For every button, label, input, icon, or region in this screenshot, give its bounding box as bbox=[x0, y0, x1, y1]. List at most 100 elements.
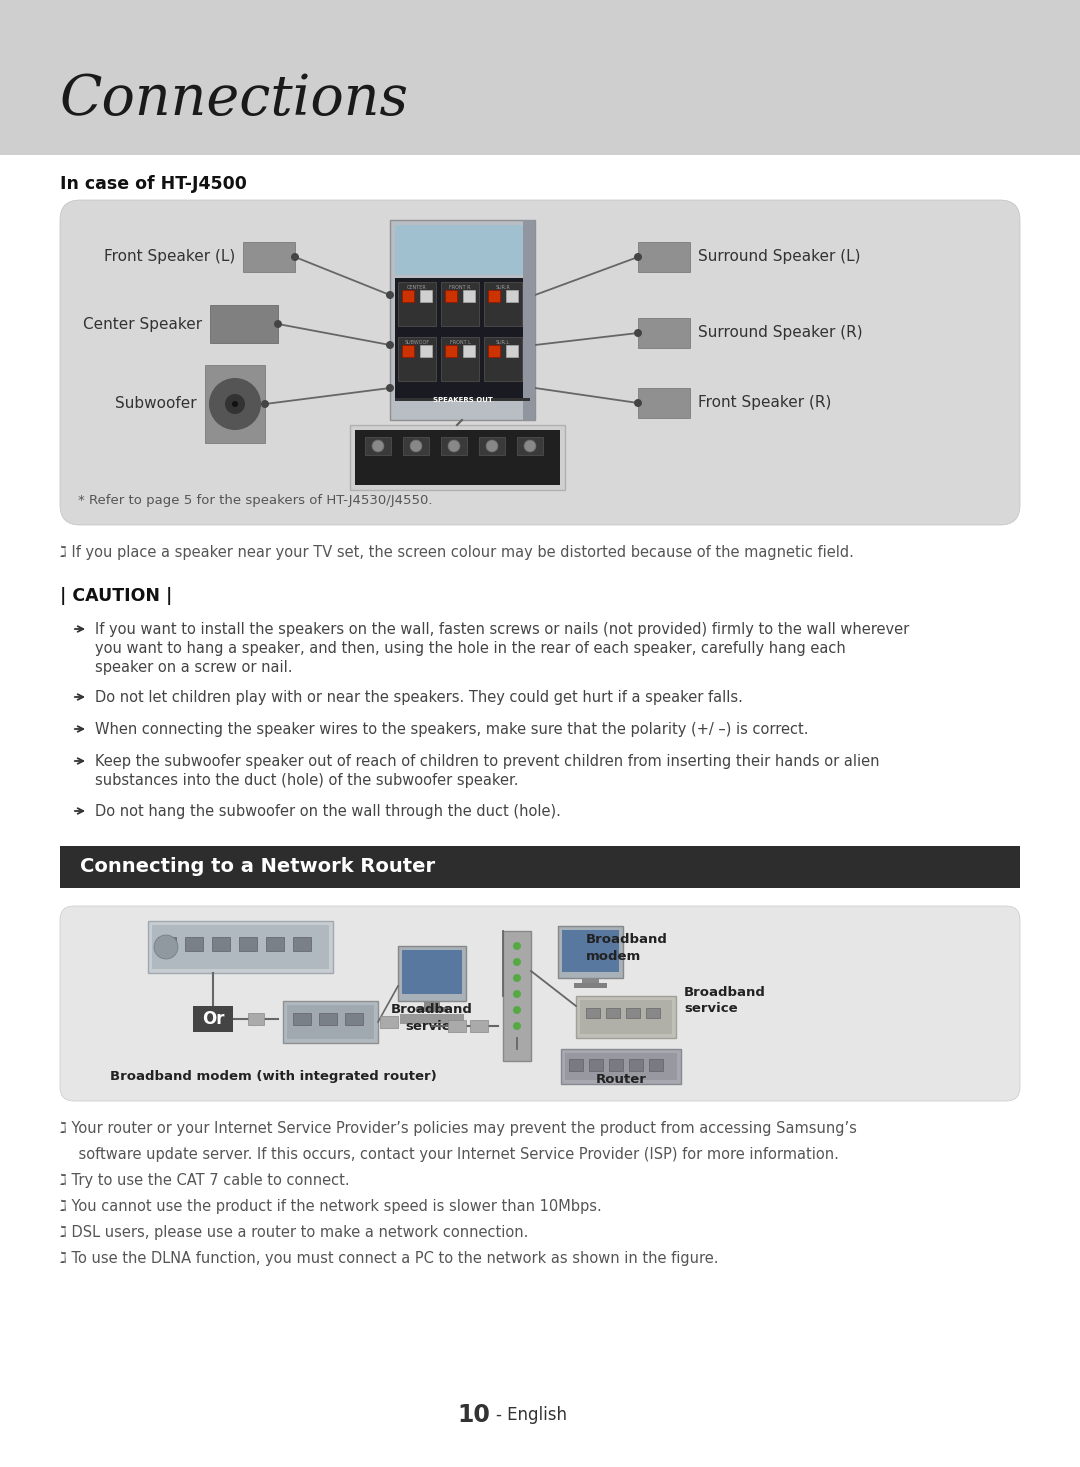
Bar bbox=[569, 1059, 583, 1071]
Bar bbox=[212, 937, 230, 951]
Bar bbox=[463, 345, 475, 356]
Bar bbox=[561, 1049, 681, 1084]
Bar bbox=[649, 1059, 663, 1071]
Circle shape bbox=[634, 399, 642, 406]
Bar bbox=[558, 926, 623, 978]
Text: SPEAKERS OUT: SPEAKERS OUT bbox=[433, 398, 492, 403]
Circle shape bbox=[154, 934, 178, 959]
Text: Broadband modem (with integrated router): Broadband modem (with integrated router) bbox=[110, 1069, 436, 1083]
Bar bbox=[350, 425, 565, 490]
Bar bbox=[380, 1017, 399, 1028]
Text: If you want to install the speakers on the wall, fasten screws or nails (not pro: If you want to install the speakers on t… bbox=[95, 622, 909, 675]
Bar bbox=[248, 1014, 264, 1025]
Bar bbox=[420, 345, 432, 356]
Circle shape bbox=[232, 400, 238, 406]
Bar bbox=[470, 1020, 488, 1031]
Bar bbox=[480, 437, 505, 455]
Text: Do not hang the subwoofer on the wall through the duct (hole).: Do not hang the subwoofer on the wall th… bbox=[95, 804, 561, 819]
Text: Router: Router bbox=[595, 1072, 647, 1086]
Circle shape bbox=[225, 395, 245, 414]
Bar bbox=[507, 345, 518, 356]
Text: FRONT R: FRONT R bbox=[449, 285, 471, 290]
Bar bbox=[400, 1014, 464, 1024]
Circle shape bbox=[524, 440, 536, 452]
Bar bbox=[185, 937, 203, 951]
Bar bbox=[488, 345, 500, 356]
Text: Keep the subwoofer speaker out of reach of children to prevent children from ins: Keep the subwoofer speaker out of reach … bbox=[95, 754, 879, 788]
Text: Broadband
service: Broadband service bbox=[684, 986, 766, 1015]
Bar bbox=[445, 345, 457, 356]
Text: 10: 10 bbox=[457, 1402, 490, 1427]
Bar bbox=[355, 430, 561, 486]
Text: Center Speaker: Center Speaker bbox=[83, 317, 202, 332]
Circle shape bbox=[386, 290, 394, 299]
Bar bbox=[390, 220, 535, 420]
Bar bbox=[293, 937, 311, 951]
FancyBboxPatch shape bbox=[60, 200, 1020, 525]
Circle shape bbox=[274, 320, 282, 329]
Bar bbox=[445, 290, 457, 302]
Bar bbox=[424, 1000, 440, 1006]
Text: CENTER: CENTER bbox=[407, 285, 427, 290]
Bar bbox=[395, 279, 530, 398]
Bar bbox=[148, 921, 333, 973]
Bar bbox=[463, 290, 475, 302]
Bar bbox=[345, 1014, 363, 1025]
Bar bbox=[399, 946, 465, 1000]
Bar bbox=[399, 282, 436, 326]
Circle shape bbox=[634, 252, 642, 261]
Bar bbox=[441, 282, 480, 326]
Circle shape bbox=[386, 384, 394, 392]
Bar bbox=[586, 1008, 600, 1018]
Circle shape bbox=[386, 340, 394, 349]
Bar bbox=[402, 290, 414, 302]
Circle shape bbox=[634, 329, 642, 337]
Text: | CAUTION |: | CAUTION | bbox=[60, 587, 173, 604]
Bar bbox=[626, 1008, 640, 1018]
Text: - English: - English bbox=[496, 1405, 567, 1424]
Circle shape bbox=[513, 1022, 521, 1030]
Text: Subwoofer: Subwoofer bbox=[116, 396, 197, 412]
Text: SUBWOOF: SUBWOOF bbox=[405, 340, 430, 345]
Text: FRONT L: FRONT L bbox=[449, 340, 471, 345]
Bar bbox=[403, 437, 429, 455]
Bar bbox=[266, 937, 284, 951]
Bar bbox=[193, 1006, 233, 1031]
Bar bbox=[629, 1059, 643, 1071]
Circle shape bbox=[486, 440, 498, 452]
Text: ℷ DSL users, please use a router to make a network connection.: ℷ DSL users, please use a router to make… bbox=[60, 1225, 528, 1240]
Text: Do not let children play with or near the speakers. They could get hurt if a spe: Do not let children play with or near th… bbox=[95, 689, 743, 706]
Bar bbox=[395, 224, 530, 274]
Text: In case of HT-J4500: In case of HT-J4500 bbox=[60, 175, 247, 194]
Bar bbox=[205, 365, 265, 443]
Bar bbox=[638, 318, 690, 348]
Text: Broadband
service: Broadband service bbox=[391, 1003, 473, 1033]
Text: Surround Speaker (L): Surround Speaker (L) bbox=[698, 249, 861, 264]
Bar bbox=[565, 1053, 677, 1080]
Bar bbox=[293, 1014, 311, 1025]
Text: Connections: Connections bbox=[60, 73, 409, 128]
Text: * Refer to page 5 for the speakers of HT-J4530/J4550.: * Refer to page 5 for the speakers of HT… bbox=[78, 494, 432, 508]
Circle shape bbox=[372, 440, 384, 452]
Text: ℷ Try to use the CAT 7 cable to connect.: ℷ Try to use the CAT 7 cable to connect. bbox=[60, 1174, 350, 1188]
Bar bbox=[441, 437, 467, 455]
Bar bbox=[319, 1014, 337, 1025]
Bar bbox=[609, 1059, 623, 1071]
Bar bbox=[517, 437, 543, 455]
Bar bbox=[606, 1008, 620, 1018]
Text: Surround Speaker (R): Surround Speaker (R) bbox=[698, 326, 863, 340]
Bar bbox=[638, 387, 690, 418]
Bar bbox=[402, 951, 462, 995]
Text: When connecting the speaker wires to the speakers, make sure that the polarity (: When connecting the speaker wires to the… bbox=[95, 722, 809, 736]
Bar bbox=[399, 337, 436, 381]
Circle shape bbox=[513, 990, 521, 998]
Bar bbox=[488, 290, 500, 302]
Circle shape bbox=[513, 974, 521, 981]
Bar bbox=[287, 1005, 374, 1039]
Bar bbox=[402, 345, 414, 356]
Bar bbox=[507, 290, 518, 302]
Bar bbox=[0, 0, 1080, 156]
Bar bbox=[395, 398, 530, 400]
Bar bbox=[243, 242, 295, 271]
Bar bbox=[60, 846, 1020, 888]
